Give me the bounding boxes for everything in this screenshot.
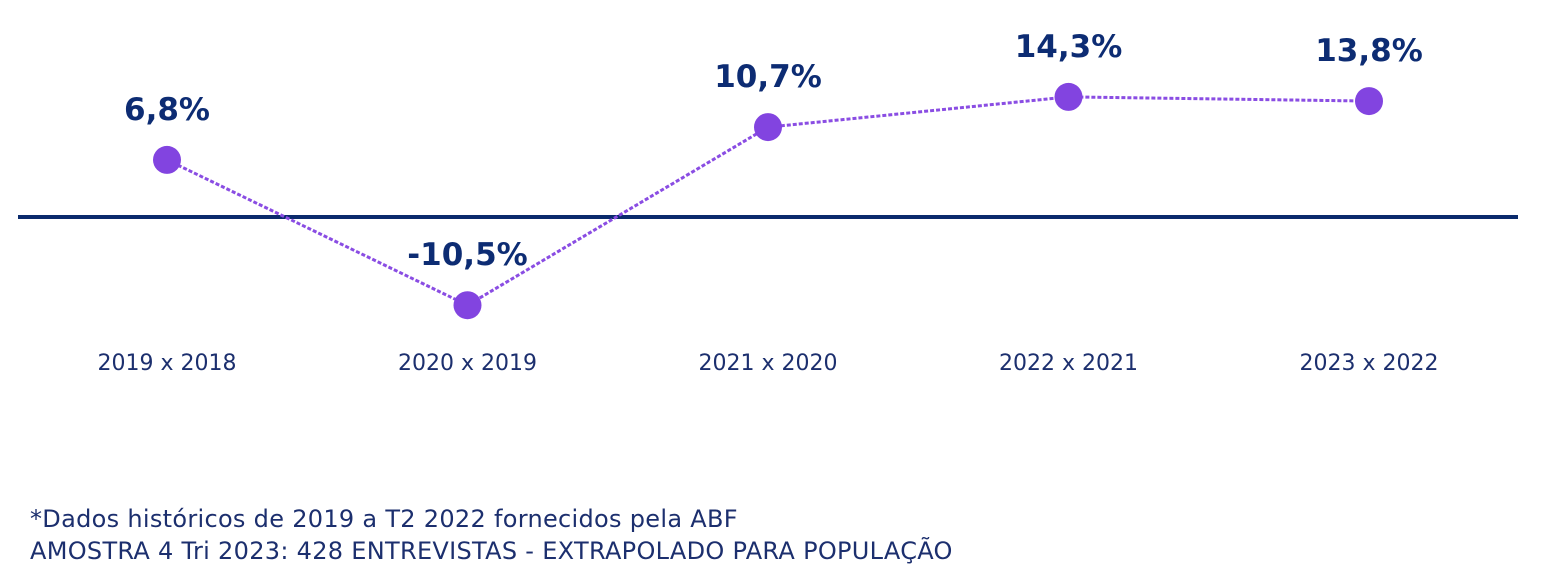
data-point-marker (1054, 82, 1083, 111)
data-point-marker (754, 113, 782, 142)
data-point-marker (453, 291, 482, 320)
footnote-data-source: *Dados históricos de 2019 a T2 2022 forn… (30, 505, 738, 533)
category-label: 2023 x 2022 (1300, 351, 1439, 376)
data-label: 13,8% (1315, 33, 1423, 69)
data-point-marker (1355, 87, 1383, 116)
growth-line-chart: 6,8% -10,5% 10,7% 14,3% 13,8% 2019 x 2018 202… (18, 29, 1518, 376)
data-label: -10,5% (407, 237, 527, 273)
category-label: 2021 x 2020 (699, 351, 838, 376)
category-label: 2019 x 2018 (98, 351, 237, 376)
footnotes: *Dados históricos de 2019 a T2 2022 forn… (30, 503, 953, 567)
footnote-sample: AMOSTRA 4 Tri 2023: 428 ENTREVISTAS - EX… (30, 537, 953, 565)
data-point-marker (153, 145, 181, 174)
category-label: 2020 x 2019 (398, 351, 537, 376)
data-label: 14,3% (1015, 29, 1123, 65)
category-label: 2022 x 2021 (999, 351, 1138, 376)
data-label: 6,8% (124, 92, 210, 128)
series-line (166, 95, 1370, 307)
data-label: 10,7% (714, 59, 822, 95)
